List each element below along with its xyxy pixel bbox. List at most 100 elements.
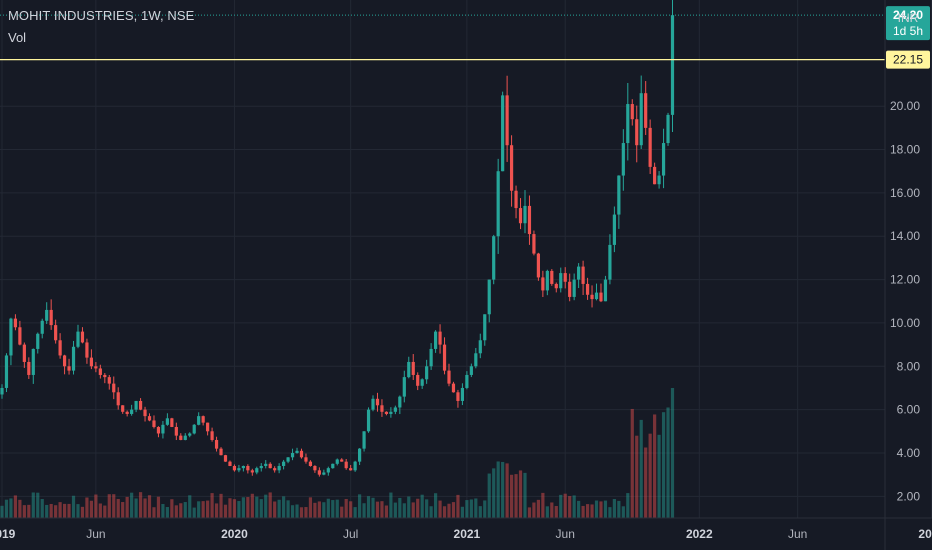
- volume-bar: [492, 468, 496, 518]
- candle-body: [384, 411, 389, 414]
- volume-bar: [147, 495, 152, 518]
- candle-body: [603, 279, 608, 302]
- volume-bar: [210, 493, 214, 518]
- volume-bar: [143, 498, 147, 518]
- candle-body: [286, 457, 290, 462]
- volume-bar: [469, 499, 473, 518]
- volume-bar: [563, 493, 567, 518]
- candle-body: [250, 470, 254, 473]
- candle-body: [585, 283, 590, 295]
- candle-body: [304, 457, 308, 462]
- volume-bar: [13, 495, 18, 518]
- candle-body: [661, 143, 666, 176]
- candle-body: [206, 422, 210, 432]
- volume-bar: [541, 492, 545, 518]
- candle-body: [572, 279, 576, 297]
- candle-body: [478, 340, 482, 354]
- candle-body: [344, 461, 348, 469]
- volume-bar: [447, 503, 451, 518]
- volume-bar: [380, 501, 384, 518]
- currency-label[interactable]: INR: [898, 11, 919, 25]
- volume-bar: [299, 507, 304, 518]
- candle-body: [210, 431, 214, 440]
- volume-bar: [527, 507, 532, 518]
- volume-bar: [246, 497, 250, 518]
- volume-bar: [138, 492, 143, 518]
- candle-body: [501, 95, 505, 172]
- candle-body: [58, 340, 62, 356]
- volume-bar: [518, 470, 523, 518]
- volume-bar: [264, 494, 268, 518]
- volume-bar: [116, 498, 120, 518]
- volume-bar: [27, 504, 31, 518]
- candle-body: [161, 424, 165, 434]
- candle-body: [492, 236, 496, 280]
- candle-body: [630, 104, 634, 120]
- volume-bar: [76, 504, 80, 518]
- candle-body: [255, 468, 259, 473]
- volume-bar: [644, 447, 648, 518]
- candle-body: [670, 15, 675, 115]
- candle-body: [130, 409, 134, 414]
- volume-bar: [134, 498, 138, 518]
- volume-bar: [666, 407, 670, 518]
- candle-body: [147, 416, 152, 421]
- candle-body: [18, 327, 22, 345]
- volume-bar: [197, 501, 201, 518]
- overlays: [0, 14, 885, 61]
- candle-body: [9, 318, 13, 356]
- candle-body: [335, 459, 339, 464]
- volume-bar: [358, 494, 362, 518]
- volume-bar: [80, 506, 85, 518]
- volume-bar: [89, 500, 93, 518]
- volume-bar: [62, 503, 67, 518]
- y-tick-label: 6.00: [897, 403, 921, 417]
- volume-bar: [509, 474, 514, 518]
- candle-body: [581, 266, 585, 284]
- candle-body: [143, 409, 147, 417]
- volume-bar: [304, 507, 308, 518]
- candle-body: [657, 175, 661, 185]
- candle-body: [223, 455, 228, 462]
- candle-body: [523, 205, 527, 224]
- candle-body: [447, 370, 451, 384]
- volume-bar: [438, 500, 442, 518]
- y-tick-label: 14.00: [890, 229, 920, 243]
- price-axis[interactable]: 2.00 4.00 6.00 8.00 10.00 12.00 14.00 16.00 18.0…: [884, 0, 930, 550]
- volume-bar: [295, 504, 299, 518]
- volume-bar: [161, 504, 165, 518]
- volume-bar: [214, 503, 219, 518]
- candle-body: [98, 368, 102, 375]
- candle-body: [107, 377, 111, 384]
- volume-bar: [572, 495, 576, 518]
- candle-body: [340, 459, 344, 462]
- candle-body: [541, 277, 545, 291]
- candle-body: [425, 366, 429, 380]
- volume-bar: [617, 500, 621, 518]
- time-axis[interactable]: 2019 Jun 2020 Jul 2021 Jun 2022 Jun 2023: [0, 517, 932, 541]
- candle-body: [174, 426, 178, 436]
- volume-bar: [112, 494, 116, 518]
- candle-body: [134, 400, 138, 410]
- volume-bar: [237, 501, 241, 518]
- candle-body: [54, 325, 58, 341]
- y-tick-label: 20.00: [890, 99, 920, 113]
- volume-bar: [188, 495, 192, 518]
- volume-bar: [18, 499, 22, 518]
- candle-body: [599, 292, 603, 302]
- volume-bar: [331, 500, 335, 518]
- last-price-label: 24.20: [893, 8, 923, 22]
- candle-body: [568, 281, 572, 297]
- volume-legend-label: Vol: [8, 30, 27, 45]
- volume-bar: [228, 498, 232, 518]
- volume-bar: [478, 506, 482, 518]
- volume-bar: [241, 497, 245, 518]
- volume-bar: [36, 492, 40, 518]
- candle-body: [416, 374, 420, 386]
- volume-bar: [290, 505, 295, 518]
- volume-bar: [590, 504, 594, 518]
- volume-bar: [384, 505, 389, 518]
- volume-bar: [612, 499, 616, 518]
- candle-body: [460, 387, 465, 401]
